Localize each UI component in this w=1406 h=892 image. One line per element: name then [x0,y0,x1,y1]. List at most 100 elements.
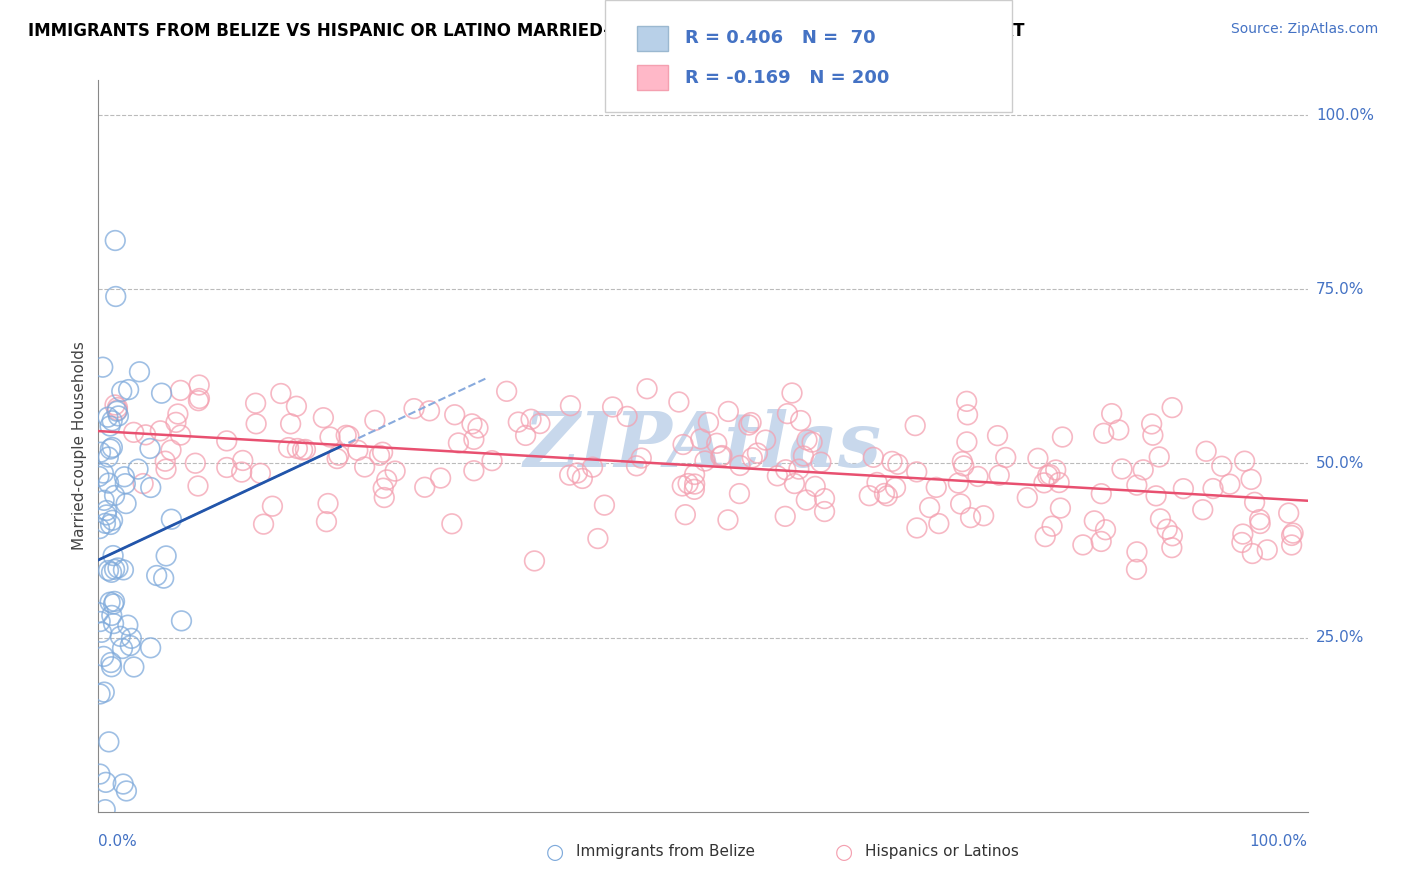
Point [672,437,695,451]
Point [101,608,124,623]
Point [1142,428,1164,442]
Point [1241,547,1264,561]
Point [1111,462,1133,476]
Point [783,476,806,491]
Point [918,500,941,515]
Point [1126,478,1149,492]
Point [101,549,124,563]
Point [1240,472,1263,486]
Point [1132,463,1154,477]
Point [101,441,124,455]
Point [245,417,267,431]
Point [184,456,207,470]
Point [967,469,990,483]
Point [787,462,810,476]
Point [169,428,191,442]
Point [801,435,824,450]
Point [988,468,1011,483]
Point [1094,523,1116,537]
Point [93,649,115,664]
Point [986,428,1008,442]
Point [368,448,391,462]
Point [319,430,342,444]
Point [780,386,803,401]
Point [167,407,190,421]
Point [1281,538,1303,552]
Point [215,434,238,448]
Point [107,401,129,415]
Point [104,562,127,576]
Point [1233,454,1256,468]
Point [1173,482,1195,496]
Point [443,408,465,422]
Point [1017,491,1039,505]
Point [1039,467,1062,482]
Point [676,476,699,491]
Point [115,784,138,798]
Point [100,566,122,580]
Point [1036,468,1059,483]
Point [373,481,395,495]
Point [104,289,127,303]
Point [110,629,132,643]
Point [683,467,706,482]
Point [728,486,751,500]
Text: ○: ○ [835,842,852,862]
Point [461,417,484,431]
Point [97,450,120,464]
Point [956,394,979,409]
Point [139,442,162,456]
Point [671,479,693,493]
Point [160,443,183,458]
Point [114,476,136,491]
Point [683,483,706,497]
Point [1147,450,1170,464]
Point [796,433,818,447]
Point [103,488,125,502]
Point [773,509,796,524]
Point [105,403,128,417]
Point [87,469,110,483]
Point [101,513,124,527]
Point [558,468,581,483]
Point [139,640,162,655]
Point [873,486,896,500]
Point [115,497,138,511]
Point [1047,475,1070,490]
Point [858,489,880,503]
Point [1126,545,1149,559]
Point [1144,489,1167,503]
Point [740,416,762,430]
Point [232,453,254,467]
Point [98,442,121,456]
Point [328,448,350,462]
Text: ○: ○ [547,842,564,862]
Point [925,480,948,494]
Point [294,442,316,457]
Point [1156,522,1178,536]
Point [112,777,135,791]
Point [755,433,778,447]
Point [1083,514,1105,528]
Point [581,460,603,475]
Point [1230,535,1253,549]
Point [139,481,162,495]
Point [94,516,117,531]
Point [249,467,271,481]
Point [103,597,125,611]
Point [952,458,974,473]
Point [326,451,349,466]
Point [120,639,142,653]
Point [775,463,797,477]
Text: Source: ZipAtlas.com: Source: ZipAtlas.com [1230,22,1378,37]
Point [1232,527,1254,541]
Point [602,400,624,414]
Point [508,415,530,429]
Point [789,413,811,427]
Point [371,445,394,459]
Point [316,496,339,510]
Text: 100.0%: 100.0% [1250,834,1308,848]
Point [98,419,121,434]
Point [149,424,172,438]
Point [111,384,134,399]
